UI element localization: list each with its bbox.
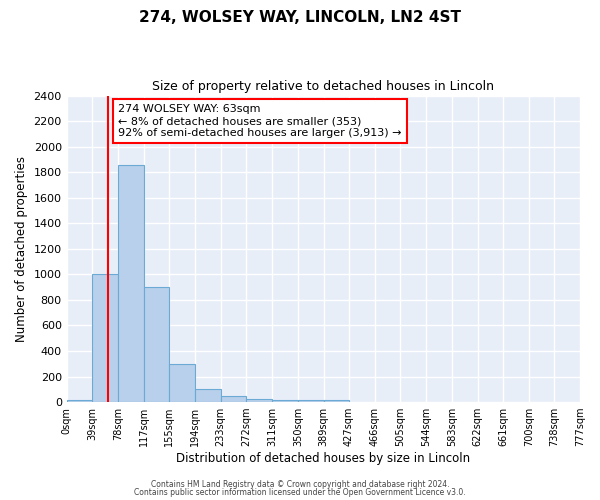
Text: 274 WOLSEY WAY: 63sqm
← 8% of detached houses are smaller (353)
92% of semi-deta: 274 WOLSEY WAY: 63sqm ← 8% of detached h… — [118, 104, 401, 138]
Bar — [195, 390, 221, 402]
Title: Size of property relative to detached houses in Lincoln: Size of property relative to detached ho… — [152, 80, 494, 93]
X-axis label: Distribution of detached houses by size in Lincoln: Distribution of detached houses by size … — [176, 452, 470, 465]
Bar — [144, 287, 169, 402]
Text: 274, WOLSEY WAY, LINCOLN, LN2 4ST: 274, WOLSEY WAY, LINCOLN, LN2 4ST — [139, 10, 461, 25]
Text: Contains HM Land Registry data © Crown copyright and database right 2024.: Contains HM Land Registry data © Crown c… — [151, 480, 449, 489]
Bar — [323, 400, 349, 402]
Bar — [67, 400, 92, 402]
Text: Contains public sector information licensed under the Open Government Licence v3: Contains public sector information licen… — [134, 488, 466, 497]
Bar — [272, 400, 298, 402]
Bar — [169, 364, 195, 402]
Bar — [118, 164, 144, 402]
Bar — [247, 399, 272, 402]
Bar — [92, 274, 118, 402]
Y-axis label: Number of detached properties: Number of detached properties — [15, 156, 28, 342]
Bar — [221, 396, 247, 402]
Bar — [298, 400, 323, 402]
